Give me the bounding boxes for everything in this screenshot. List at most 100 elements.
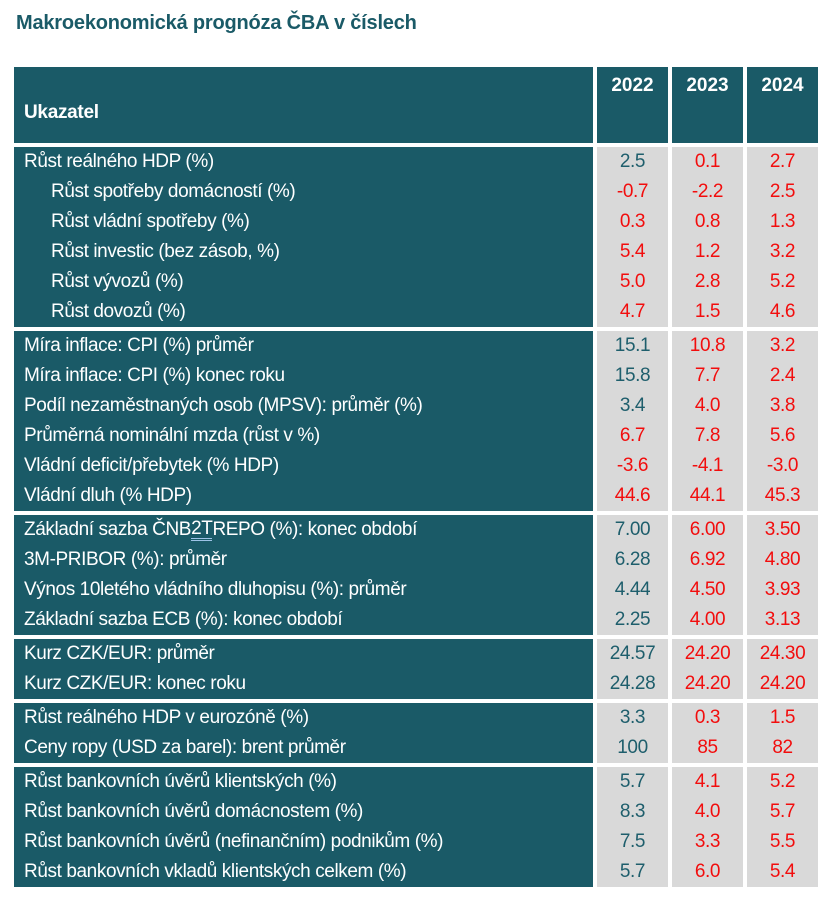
table-row: Průměrná nominální mzda (růst v %) 6.7 7.8… (14, 421, 818, 451)
row-label: Průměrná nominální mzda (růst v %) (14, 421, 593, 451)
value-cell-2023: 6.92 (672, 545, 743, 575)
value-cell-2023: 6.0 (672, 857, 743, 887)
value-cell-2022: -3.6 (597, 451, 668, 481)
column-header-year-2023: 2023 (672, 67, 743, 143)
value-cell-2023: 44.1 (672, 481, 743, 511)
value-cell-2022: 5.0 (597, 267, 668, 297)
value-cell-2024: 2.7 (747, 147, 818, 177)
column-header-indicator: Ukazatel (14, 67, 593, 143)
table-row: Ceny ropy (USD za barel): brent průměr 10… (14, 733, 818, 763)
row-label: Růst reálného HDP v eurozóně (%) (14, 703, 593, 733)
value-cell-2022: 8.3 (597, 797, 668, 827)
value-cell-2024: 1.5 (747, 703, 818, 733)
row-label: Základní sazba ČNB 2T REPO (%): konec ob… (14, 515, 593, 545)
table-row: Růst bankovních úvěrů (nefinančním) podn… (14, 827, 818, 857)
value-cell-2022: 3.4 (597, 391, 668, 421)
value-cell-2022: 15.8 (597, 361, 668, 391)
row-label: Kurz CZK/EUR: průměr (14, 639, 593, 669)
value-cell-2024: 2.4 (747, 361, 818, 391)
table-body: Růst reálného HDP (%) 2.5 0.1 2.7 Růst spotř… (14, 147, 818, 887)
value-cell-2024: 3.8 (747, 391, 818, 421)
value-cell-2023: 7.8 (672, 421, 743, 451)
table-row: Růst vládní spotřeby (%) 0.3 0.8 1.3 (14, 207, 818, 237)
value-cell-2023: 0.1 (672, 147, 743, 177)
value-cell-2022: 15.1 (597, 331, 668, 361)
table-row: Vládní deficit/přebytek (% HDP) -3.6 -4.1-… (14, 451, 818, 481)
row-label: Vládní deficit/přebytek (% HDP) (14, 451, 593, 481)
value-cell-2022: 6.28 (597, 545, 668, 575)
row-label: Výnos 10letého vládního dluhopisu (%): p… (14, 575, 593, 605)
row-label: Růst reálného HDP (%) (14, 147, 593, 177)
value-cell-2023: 1.2 (672, 237, 743, 267)
column-header-year-2024: 2024 (747, 67, 818, 143)
table-row: Míra inflace: CPI (%) konec roku 15.8 7.7 2… (14, 361, 818, 391)
forecast-table: Ukazatel 2022 2023 2024 Růst reálného HD… (14, 67, 818, 887)
row-label: Vládní dluh (% HDP) (14, 481, 593, 511)
value-cell-2022: 2.5 (597, 147, 668, 177)
value-cell-2024: 5.4 (747, 857, 818, 887)
value-cell-2023: 24.20 (672, 639, 743, 669)
table-row: Výnos 10letého vládního dluhopisu (%): p… (14, 575, 818, 605)
value-cell-2023: 6.00 (672, 515, 743, 545)
table-row: Podíl nezaměstnaných osob (MPSV): průměr… (14, 391, 818, 421)
value-cell-2023: 10.8 (672, 331, 743, 361)
value-cell-2024: 24.20 (747, 669, 818, 699)
value-cell-2023: 85 (672, 733, 743, 763)
value-cell-2024: 3.13 (747, 605, 818, 635)
value-cell-2024: 1.3 (747, 207, 818, 237)
value-cell-2024: 5.7 (747, 797, 818, 827)
value-cell-2023: 4.0 (672, 391, 743, 421)
table-row: Základní sazba ČNB 2T REPO (%): konec ob… (14, 515, 818, 545)
row-label: Růst bankovních úvěrů klientských (%) (14, 767, 593, 797)
value-cell-2022: 7.00 (597, 515, 668, 545)
table-header-row: Ukazatel 2022 2023 2024 (14, 67, 818, 143)
value-cell-2022: 44.6 (597, 481, 668, 511)
table-row: Základní sazba ECB (%): konec období 2.25… (14, 605, 818, 635)
value-cell-2022: 5.7 (597, 767, 668, 797)
table-group: Růst reálného HDP (%) 2.5 0.1 2.7 Růst spotř… (14, 147, 818, 327)
value-cell-2024: 82 (747, 733, 818, 763)
table-row: Růst reálného HDP (%) 2.5 0.1 2.7 (14, 147, 818, 177)
value-cell-2022: -0.7 (597, 177, 668, 207)
table-row: Růst dovozů (%) 4.7 1.5 4.6 (14, 297, 818, 327)
table-row: Růst reálného HDP v eurozóně (%) 3.3 0.3 1.… (14, 703, 818, 733)
value-cell-2023: 1.5 (672, 297, 743, 327)
value-cell-2022: 7.5 (597, 827, 668, 857)
value-cell-2022: 3.3 (597, 703, 668, 733)
row-label: Růst spotřeby domácností (%) (14, 177, 593, 207)
value-cell-2024: 3.93 (747, 575, 818, 605)
value-cell-2024: -3.0 (747, 451, 818, 481)
table-row: Kurz CZK/EUR: průměr 24.57 24.20 24.30 (14, 639, 818, 669)
value-cell-2023: -2.2 (672, 177, 743, 207)
column-header-year-2022: 2022 (597, 67, 668, 143)
row-label: Ceny ropy (USD za barel): brent průměr (14, 733, 593, 763)
table-row: Růst investic (bez zásob, %) 5.4 1.2 3.2 (14, 237, 818, 267)
table-row: Míra inflace: CPI (%) průměr 15.1 10.8 3.2 (14, 331, 818, 361)
row-label: Růst investic (bez zásob, %) (14, 237, 593, 267)
row-label: Růst dovozů (%) (14, 297, 593, 327)
value-cell-2022: 5.7 (597, 857, 668, 887)
value-cell-2022: 6.7 (597, 421, 668, 451)
value-cell-2024: 5.5 (747, 827, 818, 857)
table-row: Kurz CZK/EUR: konec roku 24.28 24.20 24.20 (14, 669, 818, 699)
value-cell-2022: 24.57 (597, 639, 668, 669)
value-cell-2022: 24.28 (597, 669, 668, 699)
row-label: Růst bankovních úvěrů domácnostem (%) (14, 797, 593, 827)
value-cell-2023: 4.50 (672, 575, 743, 605)
table-row: Růst bankovních úvěrů klientských (%) 5.7… (14, 767, 818, 797)
value-cell-2024: 2.5 (747, 177, 818, 207)
value-cell-2023: 24.20 (672, 669, 743, 699)
row-label: 3M-PRIBOR (%): průměr (14, 545, 593, 575)
value-cell-2024: 5.6 (747, 421, 818, 451)
value-cell-2023: 2.8 (672, 267, 743, 297)
value-cell-2024: 4.80 (747, 545, 818, 575)
row-label: Míra inflace: CPI (%) průměr (14, 331, 593, 361)
value-cell-2022: 4.44 (597, 575, 668, 605)
table-row: Růst bankovních vkladů klientských celke… (14, 857, 818, 887)
row-label: Růst vývozů (%) (14, 267, 593, 297)
table-group: Růst reálného HDP v eurozóně (%) 3.3 0.3 1.… (14, 703, 818, 763)
value-cell-2024: 4.6 (747, 297, 818, 327)
value-cell-2023: 0.8 (672, 207, 743, 237)
value-cell-2024: 5.2 (747, 267, 818, 297)
